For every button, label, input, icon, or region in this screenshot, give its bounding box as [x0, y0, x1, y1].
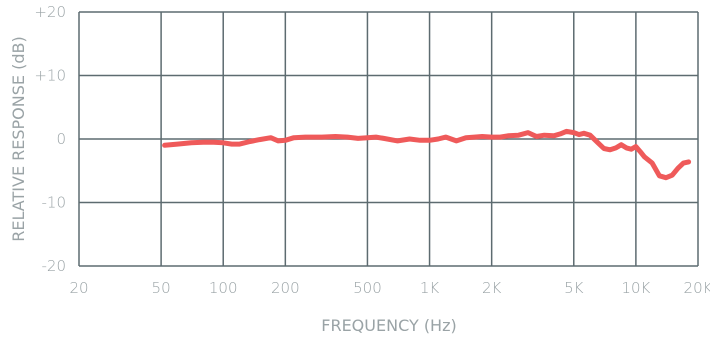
- x-tick-label: 500: [353, 279, 382, 297]
- x-tick-label: 20: [69, 279, 88, 297]
- y-tick-label: +20: [34, 3, 66, 21]
- y-tick-label: -20: [42, 257, 67, 275]
- x-tick-label: 1K: [420, 279, 440, 297]
- y-tick-label: +10: [34, 67, 66, 85]
- x-tick-label: 50: [152, 279, 171, 297]
- y-tick-label: -10: [42, 194, 67, 212]
- x-tick-label: 200: [271, 279, 300, 297]
- x-tick-label: 5K: [564, 279, 584, 297]
- y-axis-title: RELATIVE RESPONSE (dB): [9, 36, 28, 241]
- x-tick-label: 2K: [482, 279, 502, 297]
- y-tick-labels: +20 +10 0 -10 -20: [34, 3, 66, 275]
- x-tick-label: 10K: [621, 279, 650, 297]
- x-tick-label: 100: [209, 279, 238, 297]
- response-curve: [162, 128, 692, 181]
- x-tick-label: 20K: [684, 279, 710, 297]
- x-tick-labels: 20 50 100 200 500 1K 2K 5K 10K 20K: [69, 279, 710, 297]
- y-tick-label: 0: [56, 130, 66, 148]
- x-axis-title: FREQUENCY (Hz): [321, 316, 456, 335]
